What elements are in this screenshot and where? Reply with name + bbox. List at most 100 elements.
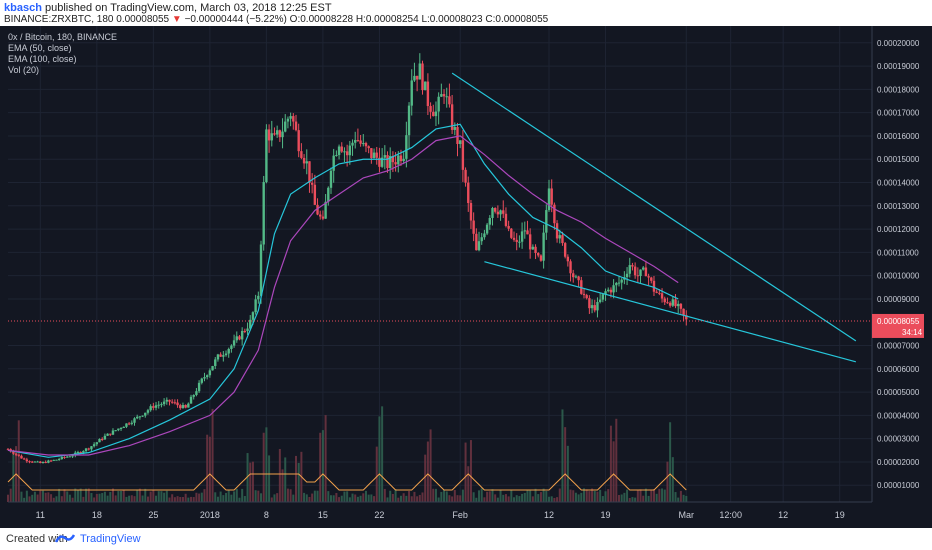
volume-bar (351, 493, 354, 502)
candle-body (168, 399, 171, 402)
candle-body (437, 96, 440, 112)
volume-bar (222, 495, 225, 502)
volume-bar (685, 495, 688, 502)
candle-body (173, 402, 177, 404)
candle-body (405, 135, 408, 159)
volume-bar (17, 420, 20, 502)
y-tick-label: 0.00002000 (877, 458, 920, 467)
volume-bar (276, 493, 279, 502)
channel-trendlines (451, 72, 857, 363)
volume-bar (225, 492, 228, 502)
volume-bar (138, 488, 141, 502)
candle-body (259, 244, 263, 296)
volume-bar (467, 466, 470, 502)
volume-bar (580, 492, 583, 502)
last-price: 0.00008055 (116, 14, 170, 25)
candle-body (60, 457, 64, 460)
volume-bar (319, 432, 322, 502)
volume-bar (329, 495, 332, 502)
candle-body (20, 455, 23, 459)
down-arrow-icon: ▼ (171, 14, 182, 25)
volume-bar (146, 496, 149, 502)
volume-bar (483, 497, 486, 502)
candle-body (152, 406, 155, 408)
volume-bar (31, 494, 34, 502)
candle-body (270, 133, 273, 141)
volume-bar (548, 496, 551, 502)
y-tick-label: 0.00012000 (877, 225, 920, 234)
candle-body (615, 283, 618, 286)
candle-body (170, 401, 174, 403)
candle-body (512, 237, 516, 240)
x-tick-label: 2018 (200, 510, 220, 520)
x-tick-label: 19 (835, 510, 845, 520)
candle-body (39, 461, 42, 464)
y-tick-label: 0.00019000 (877, 62, 920, 71)
candle-body (397, 155, 400, 165)
volume-bar (246, 453, 249, 502)
tradingview-brand-link[interactable]: TradingView (80, 533, 141, 545)
x-tick-label: 12 (544, 510, 554, 520)
candle-body (450, 104, 454, 130)
volume-bar (628, 497, 631, 502)
volume-bar (556, 497, 559, 502)
volume-bar (268, 455, 271, 502)
candle-body (572, 273, 575, 278)
volume-bar (60, 496, 63, 502)
candle-body (636, 275, 640, 277)
candle-body (660, 293, 664, 299)
candle-body (98, 438, 101, 443)
price-chart[interactable]: 0.00020000 0.00019000 0.00018000 0.00017000… (0, 26, 932, 528)
y-tick-label: 0.00009000 (877, 295, 920, 304)
volume-bar (612, 441, 615, 502)
candle-body (456, 127, 459, 144)
volume-bar (499, 489, 502, 502)
y-tick-label: 0.00016000 (877, 132, 920, 141)
volume-bar (451, 496, 454, 502)
volume-bar (338, 497, 341, 502)
volume-bar (416, 496, 419, 502)
candle-body (628, 265, 631, 274)
tradingview-logo-icon[interactable] (54, 532, 76, 549)
candle-body (340, 146, 343, 152)
volume-bar (308, 496, 311, 502)
volume-bar (402, 493, 405, 502)
volume-bar (496, 497, 499, 502)
ema50-line (7, 123, 679, 458)
volume-bar (343, 491, 346, 502)
volume-bar (394, 489, 397, 502)
candle-body (383, 155, 387, 158)
volume-bar (456, 495, 459, 502)
y-tick-label: 0.00020000 (877, 39, 920, 48)
volume-bar (572, 490, 575, 502)
volume-bar (187, 497, 190, 502)
candle-body (52, 459, 55, 461)
x-tick-label: Mar (679, 510, 695, 520)
candle-body (66, 456, 69, 458)
candle-body (324, 201, 327, 219)
candle-body (434, 111, 438, 117)
volume-bar (321, 430, 324, 502)
volume-bar (176, 496, 179, 502)
candle-body (109, 433, 112, 435)
candle-body (362, 143, 365, 145)
volume-bar (295, 455, 297, 502)
candle-body (176, 402, 179, 406)
volume-bar (90, 493, 93, 502)
author-link[interactable]: kbasch (4, 2, 42, 14)
y-axis-panel (872, 26, 932, 528)
volume-bar (311, 493, 314, 502)
candle-body (154, 405, 158, 408)
candle-body (122, 426, 125, 429)
candle-body (475, 233, 478, 251)
candle-body (469, 203, 473, 221)
candle-body (523, 230, 526, 232)
candle-body (677, 303, 680, 307)
candle-body (146, 410, 150, 413)
y-tick-label: 0.00017000 (877, 109, 920, 118)
volume-bar (111, 488, 114, 502)
volume-bar (545, 490, 548, 502)
candle-body (601, 294, 605, 300)
volume-bar (615, 418, 618, 502)
candle-body (208, 370, 212, 376)
